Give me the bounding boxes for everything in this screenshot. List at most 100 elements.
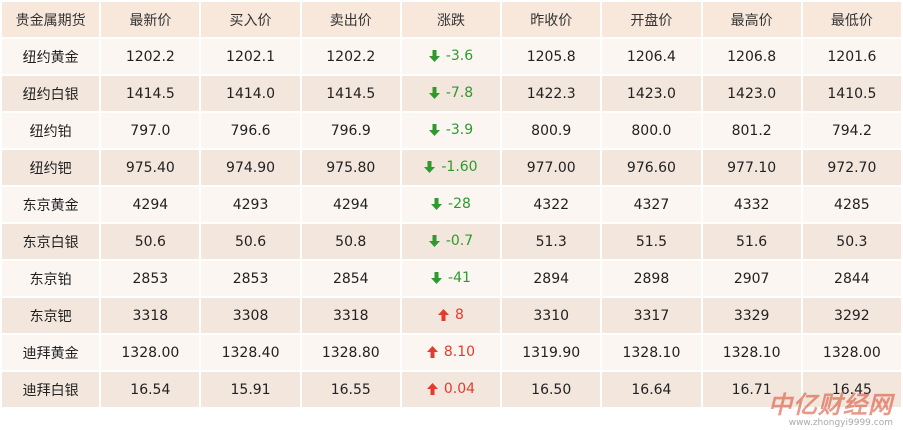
cell-change: -7.8 [401, 76, 501, 111]
cell-high: 4332 [702, 187, 801, 222]
change-value: -3.9 [428, 121, 474, 138]
cell-high: 16.71 [702, 372, 801, 407]
cell-bid: 15.91 [201, 372, 300, 407]
table-row: 东京黄金 4294 4293 4294 -28 4322 4327 4332 4285 [2, 187, 901, 222]
cell-high: 977.10 [702, 150, 801, 185]
cell-change: -28 [401, 187, 501, 222]
cell-name: 纽约白银 [2, 76, 100, 111]
cell-open: 976.60 [602, 150, 701, 185]
cell-high: 801.2 [702, 113, 801, 148]
cell-high: 1206.8 [702, 39, 801, 74]
cell-low: 1201.6 [802, 39, 901, 74]
header-open: 开盘价 [602, 2, 701, 37]
change-text: 0.04 [443, 380, 476, 397]
cell-change: 8.10 [401, 335, 501, 370]
cell-high: 1423.0 [702, 76, 801, 111]
arrow-up-icon [426, 345, 438, 358]
cell-prev-close: 977.00 [502, 150, 601, 185]
cell-name: 纽约黄金 [2, 39, 100, 74]
change-text: 8.10 [443, 343, 476, 360]
cell-name: 迪拜白银 [2, 372, 100, 407]
cell-name: 纽约铂 [2, 113, 100, 148]
cell-bid: 1328.40 [201, 335, 300, 370]
cell-ask: 975.80 [301, 150, 400, 185]
cell-prev-close: 51.3 [502, 224, 601, 259]
cell-ask: 4294 [301, 187, 400, 222]
cell-ask: 796.9 [301, 113, 400, 148]
cell-name: 东京钯 [2, 298, 100, 333]
arrow-down-icon [428, 86, 440, 99]
change-text: -3.6 [445, 47, 474, 64]
change-value: 8 [438, 307, 464, 323]
change-text: -0.7 [445, 232, 474, 249]
cell-last: 797.0 [101, 113, 200, 148]
header-change: 涨跌 [401, 2, 501, 37]
cell-low: 1410.5 [802, 76, 901, 111]
cell-name: 东京铂 [2, 261, 100, 296]
cell-low: 16.45 [802, 372, 901, 407]
table-row: 迪拜白银 16.54 15.91 16.55 0.04 16.50 16.64 16.71 16… [2, 372, 901, 407]
cell-bid: 974.90 [201, 150, 300, 185]
cell-bid: 1202.1 [201, 39, 300, 74]
cell-open: 2898 [602, 261, 701, 296]
cell-ask: 1202.2 [301, 39, 400, 74]
cell-bid: 1414.0 [201, 76, 300, 111]
cell-open: 3317 [602, 298, 701, 333]
table-body: 纽约黄金 1202.2 1202.1 1202.2 -3.6 1205.8 1206.4 12… [2, 39, 901, 407]
change-text: -3.9 [445, 121, 474, 138]
cell-low: 4285 [802, 187, 901, 222]
cell-high: 51.6 [702, 224, 801, 259]
cell-bid: 4293 [201, 187, 300, 222]
cell-prev-close: 2894 [502, 261, 601, 296]
table-row: 纽约铂 797.0 796.6 796.9 -3.9 800.9 800.0 801.2 794… [2, 113, 901, 148]
cell-bid: 3308 [201, 298, 300, 333]
table-row: 纽约白银 1414.5 1414.0 1414.5 -7.8 1422.3 1423.0 14… [2, 76, 901, 111]
cell-last: 975.40 [101, 150, 200, 185]
cell-low: 2844 [802, 261, 901, 296]
change-value: 0.04 [426, 380, 476, 397]
table-row: 东京铂 2853 2853 2854 -41 2894 2898 2907 2844 [2, 261, 901, 296]
cell-change: -3.6 [401, 39, 501, 74]
header-ask: 卖出价 [301, 2, 400, 37]
cell-low: 3292 [802, 298, 901, 333]
watermark-url: www.zhongyi9999.com [788, 418, 893, 428]
cell-change: 8 [401, 298, 501, 333]
cell-last: 3318 [101, 298, 200, 333]
change-text: -1.60 [441, 158, 478, 175]
change-text: -28 [448, 195, 471, 212]
arrow-down-icon [431, 271, 443, 284]
cell-open: 1328.10 [602, 335, 701, 370]
cell-open: 4327 [602, 187, 701, 222]
cell-open: 51.5 [602, 224, 701, 259]
cell-high: 1328.10 [702, 335, 801, 370]
cell-ask: 1414.5 [301, 76, 400, 111]
cell-prev-close: 1422.3 [502, 76, 601, 111]
cell-change: -41 [401, 261, 501, 296]
arrow-down-icon [424, 160, 436, 173]
cell-name: 纽约钯 [2, 150, 100, 185]
header-name: 贵金属期货 [2, 2, 100, 37]
change-value: -3.6 [428, 47, 474, 64]
header-bid: 买入价 [201, 2, 300, 37]
cell-last: 1202.2 [101, 39, 200, 74]
cell-name: 迪拜黄金 [2, 335, 100, 370]
arrow-up-icon [438, 308, 450, 321]
cell-bid: 796.6 [201, 113, 300, 148]
arrow-down-icon [428, 123, 440, 136]
cell-bid: 50.6 [201, 224, 300, 259]
cell-low: 794.2 [802, 113, 901, 148]
cell-prev-close: 3310 [502, 298, 601, 333]
cell-high: 2907 [702, 261, 801, 296]
change-value: -41 [431, 270, 471, 286]
cell-name: 东京黄金 [2, 187, 100, 222]
precious-metals-futures-table: 贵金属期货 最新价 买入价 卖出价 涨跌 昨收价 开盘价 最高价 最低价 纽约黄… [2, 2, 901, 407]
header-high: 最高价 [702, 2, 801, 37]
table-row: 迪拜黄金 1328.00 1328.40 1328.80 8.10 1319.90 1328… [2, 335, 901, 370]
cell-change: -0.7 [401, 224, 501, 259]
cell-low: 972.70 [802, 150, 901, 185]
cell-last: 1328.00 [101, 335, 200, 370]
change-text: -7.8 [445, 84, 474, 101]
cell-last: 4294 [101, 187, 200, 222]
cell-name: 东京白银 [2, 224, 100, 259]
